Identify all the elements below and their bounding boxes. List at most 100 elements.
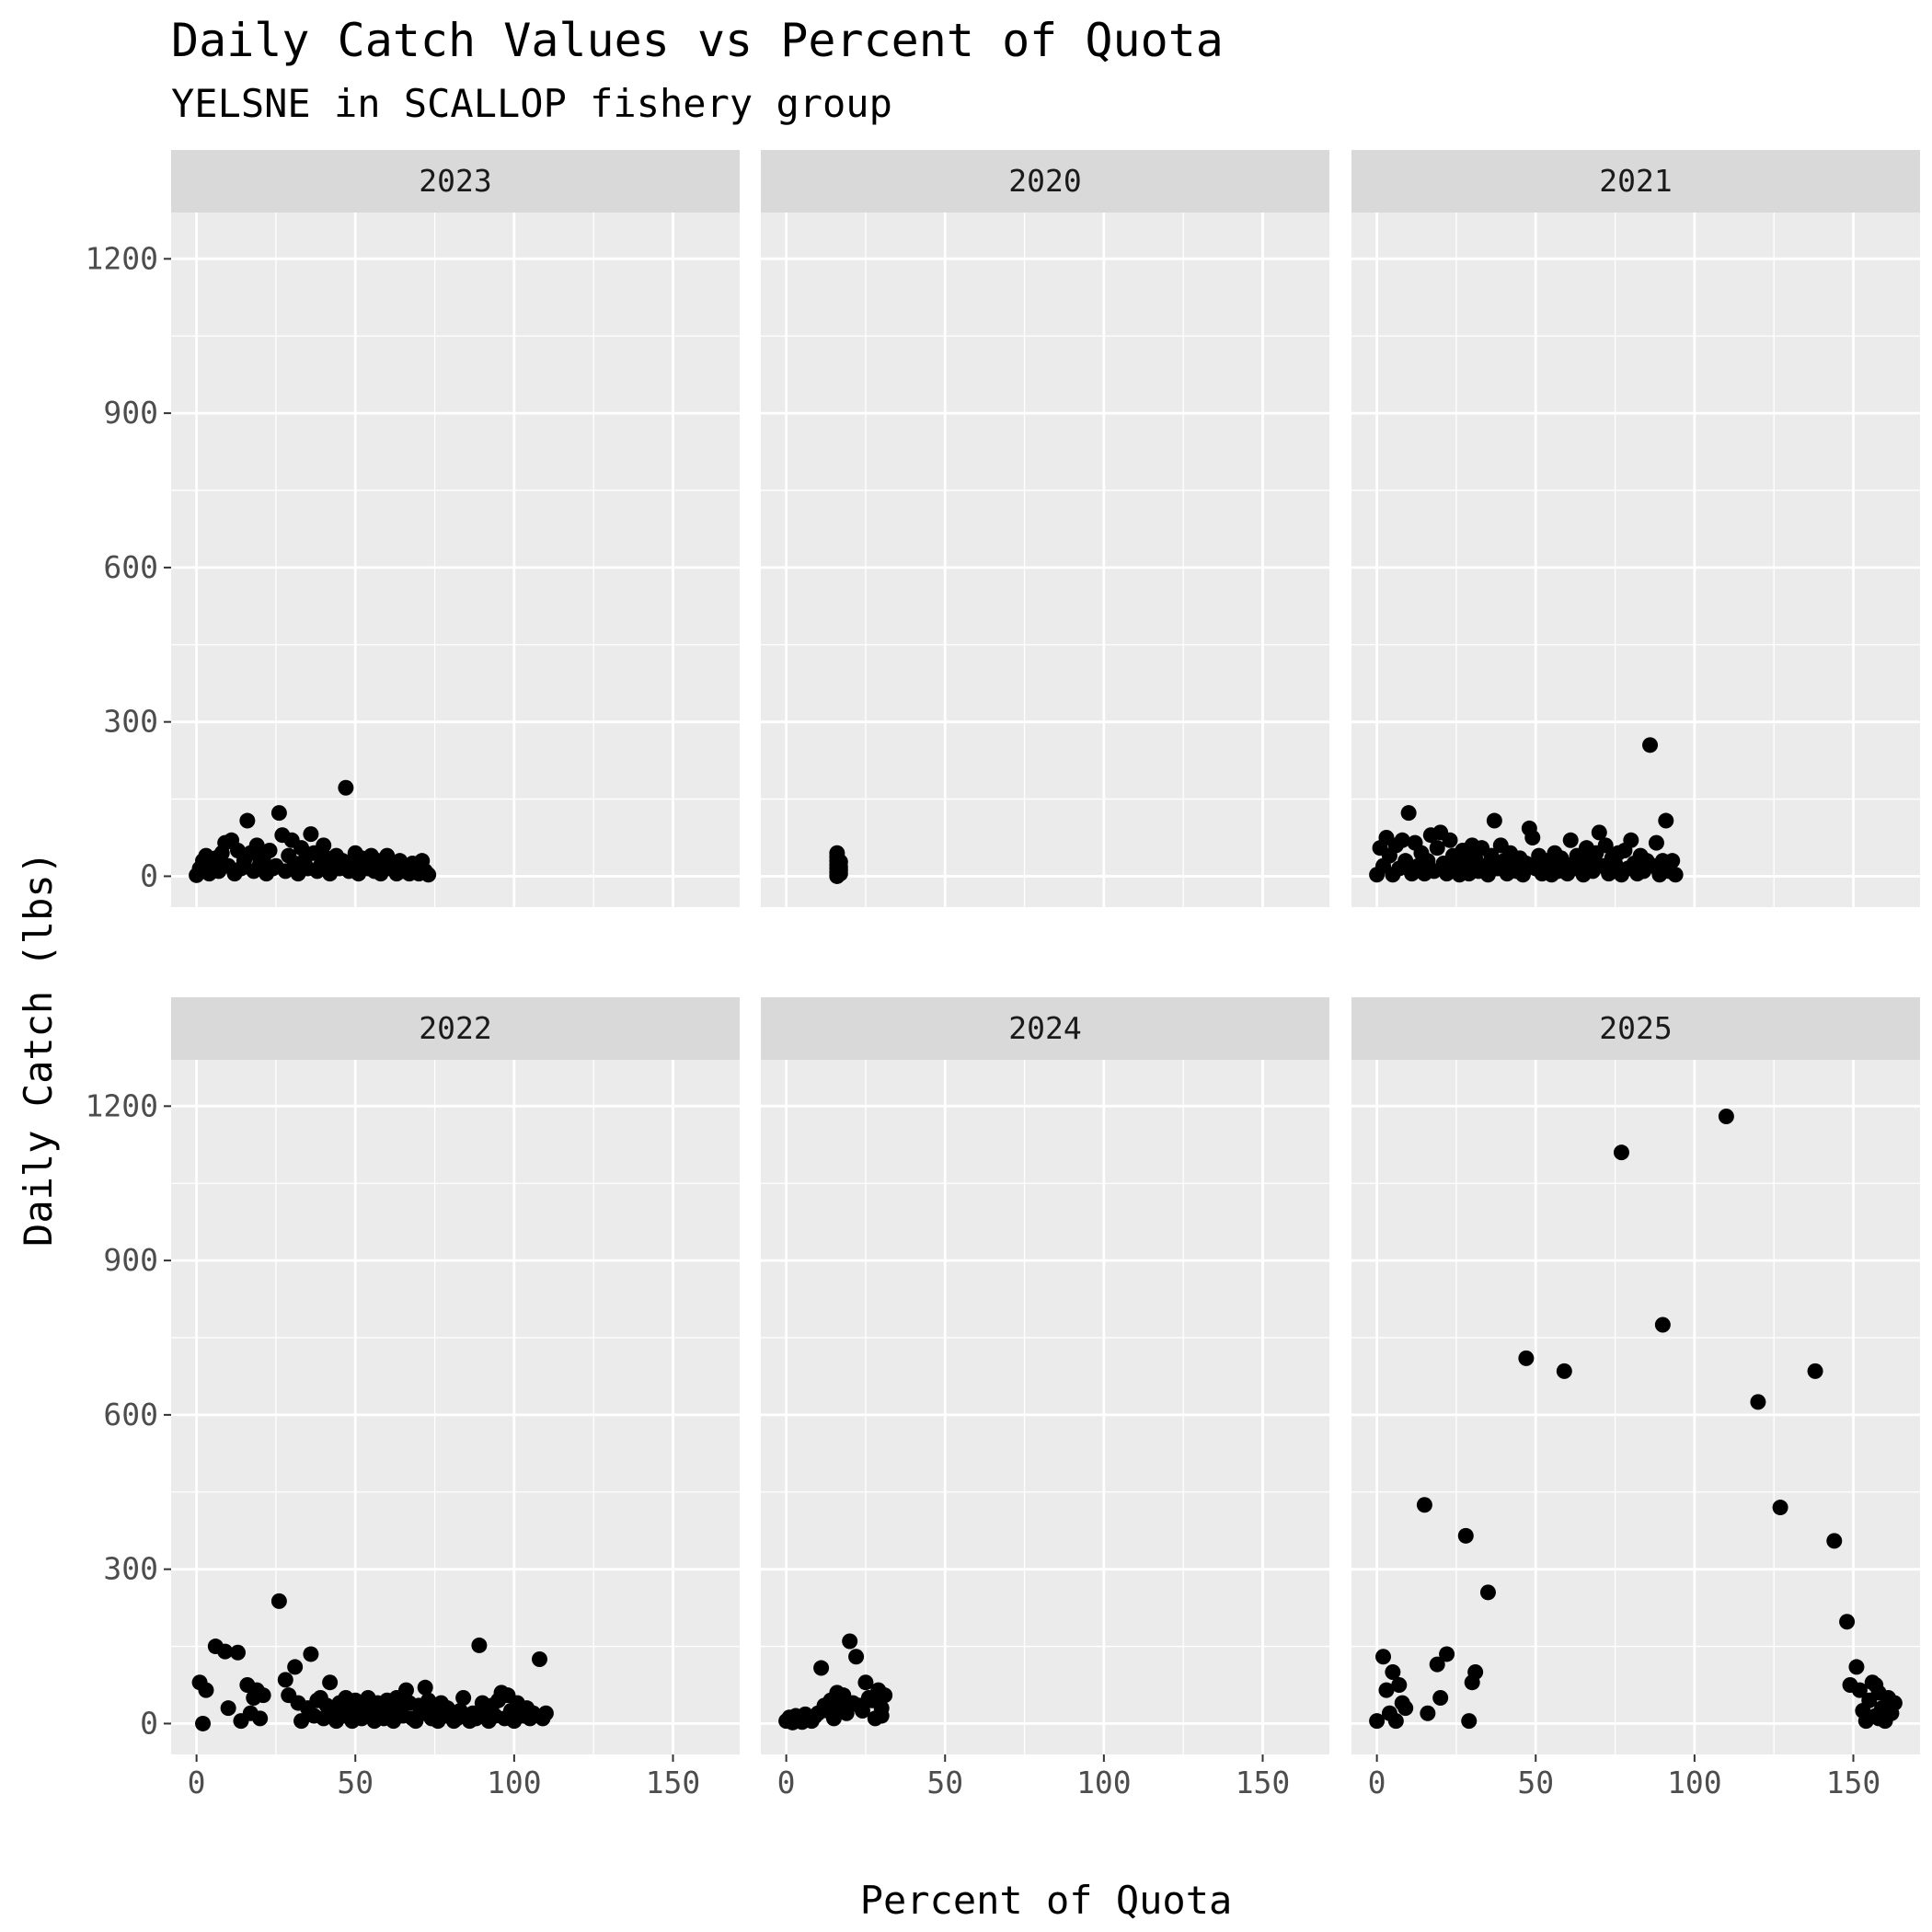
scatter-point bbox=[1642, 737, 1659, 753]
y-axis-title: Daily Catch (lbs) bbox=[16, 851, 61, 1247]
scatter-point bbox=[338, 779, 354, 796]
scatter-point bbox=[417, 1679, 433, 1696]
x-tick-label: 0 bbox=[777, 1765, 796, 1800]
facet-panel-2022: 2022 0 300 600 900 1200 0 50 100 150 bbox=[86, 997, 740, 1800]
y-tick-label: 300 bbox=[103, 1551, 158, 1587]
scatter-point bbox=[471, 1637, 488, 1653]
facet-strip bbox=[761, 997, 1329, 1060]
x-tick-label: 0 bbox=[1368, 1765, 1386, 1800]
scatter-point bbox=[1613, 1144, 1629, 1161]
scatter-point bbox=[813, 1660, 830, 1676]
y-tick-label: 0 bbox=[140, 857, 158, 893]
panel-background bbox=[761, 213, 1329, 907]
scatter-point bbox=[848, 1649, 865, 1665]
facet-strip-label: 2023 bbox=[419, 163, 491, 199]
facet-panel-2023: 2023 0 300 600 900 1200 bbox=[86, 150, 740, 907]
scatter-point bbox=[420, 867, 437, 883]
y-tick-label: 900 bbox=[103, 395, 158, 431]
scatter-point bbox=[1591, 824, 1607, 841]
scatter-point bbox=[829, 868, 845, 884]
scatter-point bbox=[293, 840, 310, 857]
scatter-point bbox=[1429, 1656, 1445, 1673]
scatter-point bbox=[873, 1708, 890, 1724]
scatter-point bbox=[1479, 1584, 1496, 1601]
facet-strip bbox=[1351, 997, 1920, 1060]
facet-panels: 2023 0 300 600 900 1200 2020 2021 2022 0 300 600 900… bbox=[86, 150, 1920, 1800]
x-tick-label: 0 bbox=[188, 1765, 206, 1800]
scatter-point bbox=[1416, 1497, 1432, 1513]
scatter-point bbox=[248, 837, 265, 854]
scatter-point bbox=[293, 1713, 310, 1730]
facet-strip-label: 2021 bbox=[1599, 163, 1672, 199]
y-tick-label: 1200 bbox=[86, 1087, 158, 1123]
chart-subtitle: YELSNE in SCALLOP fishery group bbox=[171, 81, 892, 126]
x-axis-title: Percent of Quota bbox=[860, 1878, 1233, 1923]
scatter-point bbox=[1385, 1664, 1401, 1681]
scatter-point bbox=[322, 1674, 339, 1691]
scatter-point bbox=[1483, 847, 1500, 864]
x-tick-label: 100 bbox=[1076, 1765, 1132, 1800]
scatter-point bbox=[1826, 1533, 1843, 1549]
scatter-point bbox=[287, 1659, 304, 1675]
scatter-point bbox=[1432, 1689, 1449, 1706]
scatter-point bbox=[1400, 805, 1417, 822]
panel-background bbox=[1351, 213, 1920, 907]
scatter-point bbox=[1772, 1500, 1788, 1516]
x-tick-label: 150 bbox=[1826, 1765, 1881, 1800]
scatter-point bbox=[1394, 832, 1410, 848]
scatter-point bbox=[842, 1633, 858, 1650]
scatter-point bbox=[1623, 832, 1639, 848]
scatter-point bbox=[1848, 1659, 1865, 1675]
facet-panel-2025: 2025 0 50 100 150 bbox=[1351, 997, 1920, 1800]
scatter-point bbox=[1518, 1350, 1535, 1366]
scatter-point bbox=[1664, 853, 1681, 869]
x-tick-label: 150 bbox=[1236, 1765, 1291, 1800]
scatter-point bbox=[277, 1672, 293, 1688]
scatter-point bbox=[230, 1644, 247, 1661]
scatter-point bbox=[1851, 1682, 1868, 1698]
panel-background bbox=[171, 213, 740, 907]
facet-strip bbox=[171, 150, 740, 213]
facet-strip bbox=[171, 997, 740, 1060]
scatter-point bbox=[1429, 840, 1445, 857]
scatter-point bbox=[1556, 1363, 1572, 1379]
scatter-point bbox=[1868, 1677, 1884, 1693]
y-tick-label: 600 bbox=[103, 1397, 158, 1432]
scatter-point bbox=[1467, 1664, 1484, 1681]
scatter-point bbox=[397, 1682, 414, 1698]
scatter-point bbox=[198, 1682, 214, 1698]
scatter-point bbox=[1397, 853, 1414, 869]
scatter-point bbox=[1658, 812, 1674, 829]
facet-strip-label: 2024 bbox=[1008, 1010, 1081, 1046]
scatter-point bbox=[220, 1700, 236, 1717]
scatter-point bbox=[1524, 830, 1541, 845]
facet-panel-2020: 2020 bbox=[761, 150, 1329, 907]
facet-panel-2021: 2021 bbox=[1351, 150, 1920, 907]
panel-background bbox=[761, 1060, 1329, 1754]
scatter-point bbox=[261, 842, 278, 858]
scatter-point bbox=[195, 1715, 212, 1731]
panel-background bbox=[171, 1060, 740, 1754]
scatter-point bbox=[1442, 832, 1458, 848]
scatter-point bbox=[1562, 832, 1579, 848]
scatter-point bbox=[1457, 1527, 1474, 1544]
scatter-point bbox=[1667, 867, 1684, 883]
scatter-point bbox=[1387, 1713, 1404, 1730]
scatter-point bbox=[303, 826, 319, 843]
scatter-point bbox=[1886, 1695, 1903, 1711]
y-tick-label: 300 bbox=[103, 704, 158, 740]
y-tick-label: 600 bbox=[103, 549, 158, 585]
scatter-point bbox=[531, 1651, 547, 1668]
y-tick-label: 1200 bbox=[86, 240, 158, 276]
scatter-point bbox=[1375, 1649, 1392, 1665]
scatter-point bbox=[1718, 1109, 1734, 1125]
scatter-point bbox=[1391, 1677, 1408, 1693]
scatter-point bbox=[1369, 1713, 1386, 1730]
scatter-point bbox=[537, 1705, 554, 1721]
scatter-point bbox=[1648, 834, 1664, 851]
scatter-point bbox=[1870, 1710, 1887, 1727]
scatter-point bbox=[316, 837, 332, 854]
facet-strip bbox=[1351, 150, 1920, 213]
scatter-point bbox=[239, 812, 256, 829]
